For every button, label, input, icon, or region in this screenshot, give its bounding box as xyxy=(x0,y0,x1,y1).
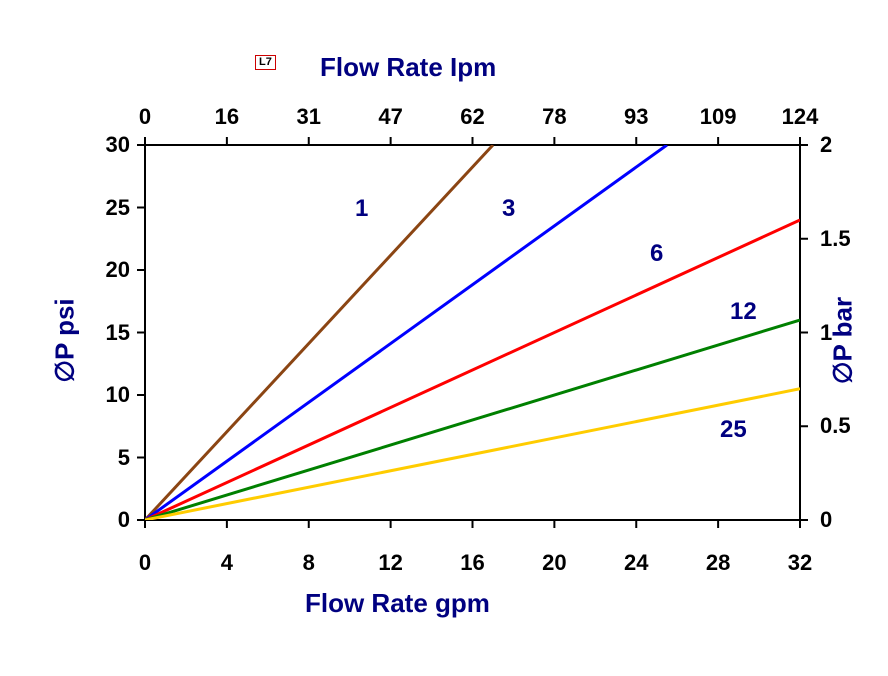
xtick-top: 109 xyxy=(693,104,743,130)
xtick-top: 31 xyxy=(284,104,334,130)
l7-badge: L7 xyxy=(255,55,276,70)
xtick-top: 0 xyxy=(120,104,170,130)
plot-border xyxy=(145,145,800,520)
series-label-6: 6 xyxy=(650,240,663,268)
ytick-left: 5 xyxy=(80,445,130,471)
xtick-bottom: 24 xyxy=(616,550,656,576)
series-3 xyxy=(145,145,667,520)
series-label-12: 12 xyxy=(730,298,757,326)
xtick-bottom: 0 xyxy=(125,550,165,576)
xtick-top: 47 xyxy=(366,104,416,130)
xtick-top: 93 xyxy=(611,104,661,130)
series-6 xyxy=(145,220,800,520)
series-label-25: 25 xyxy=(720,416,747,444)
xtick-top: 16 xyxy=(202,104,252,130)
xtick-top: 124 xyxy=(775,104,825,130)
series-25 xyxy=(145,389,800,520)
xtick-bottom: 28 xyxy=(698,550,738,576)
ytick-right: 0.5 xyxy=(820,413,870,439)
ytick-left: 25 xyxy=(80,195,130,221)
series-12 xyxy=(145,320,800,520)
ytick-left: 0 xyxy=(80,507,130,533)
xtick-bottom: 8 xyxy=(289,550,329,576)
xtick-bottom: 12 xyxy=(371,550,411,576)
series-label-1: 1 xyxy=(355,195,368,223)
xtick-top: 62 xyxy=(448,104,498,130)
xtick-top: 78 xyxy=(529,104,579,130)
xtick-bottom: 32 xyxy=(780,550,820,576)
axis-title-left: ∅P psi xyxy=(50,281,81,401)
xtick-bottom: 16 xyxy=(453,550,493,576)
ytick-right: 2 xyxy=(820,132,870,158)
ytick-left: 20 xyxy=(80,257,130,283)
axis-title-bottom: Flow Rate gpm xyxy=(305,588,490,619)
ytick-left: 30 xyxy=(80,132,130,158)
ytick-left: 15 xyxy=(80,320,130,346)
ytick-right: 1.5 xyxy=(820,226,870,252)
xtick-bottom: 4 xyxy=(207,550,247,576)
series-label-3: 3 xyxy=(502,195,515,223)
ytick-right: 1 xyxy=(820,320,870,346)
axis-title-top: Flow Rate Ipm xyxy=(320,52,496,83)
xtick-bottom: 20 xyxy=(534,550,574,576)
ytick-right: 0 xyxy=(820,507,870,533)
ytick-left: 10 xyxy=(80,382,130,408)
series-1 xyxy=(145,145,493,520)
